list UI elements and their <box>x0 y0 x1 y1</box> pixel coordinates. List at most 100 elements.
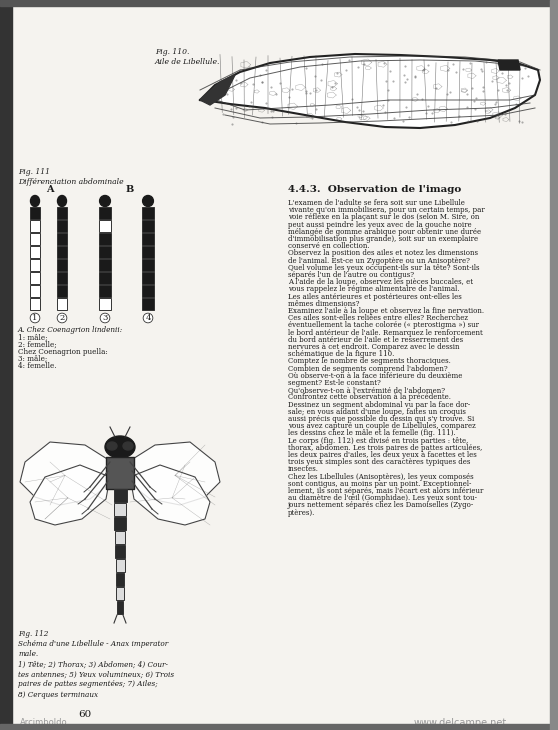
Bar <box>99 298 111 310</box>
Text: Chez les Libellules (Anisoptères), les yeux composés: Chez les Libellules (Anisoptères), les y… <box>288 472 474 480</box>
Ellipse shape <box>107 442 117 450</box>
Text: A. Chez Coenagrion lindenii:: A. Chez Coenagrion lindenii: <box>18 326 123 334</box>
Bar <box>142 207 154 219</box>
Bar <box>30 272 40 284</box>
Bar <box>57 246 67 258</box>
Text: au diamètre de l'œil (Gomphidae). Les yeux sont tou-: au diamètre de l'œil (Gomphidae). Les ye… <box>288 494 477 502</box>
Bar <box>550 0 558 730</box>
Bar <box>30 233 40 245</box>
Bar <box>99 246 111 258</box>
Bar <box>142 285 154 297</box>
Text: Qu'observe-t-on à l'extrémité de l'abdomen?: Qu'observe-t-on à l'extrémité de l'abdom… <box>288 386 445 394</box>
Text: 2: femelle;: 2: femelle; <box>18 341 57 349</box>
Bar <box>115 531 126 544</box>
Bar <box>142 298 154 310</box>
Polygon shape <box>498 60 520 70</box>
Text: schématique de la figure 110.: schématique de la figure 110. <box>288 350 395 358</box>
Bar <box>57 259 67 271</box>
Text: Chez Coenagrion puella:: Chez Coenagrion puella: <box>18 348 108 356</box>
Bar <box>116 573 124 586</box>
Text: thorax, abdomen. Les trois paires de pattes articulées,: thorax, abdomen. Les trois paires de pat… <box>288 444 482 452</box>
Bar <box>99 207 111 219</box>
Polygon shape <box>20 442 112 505</box>
Bar <box>57 233 67 245</box>
Text: Dessinez un segment abdominal vu par la face dor-: Dessinez un segment abdominal vu par la … <box>288 401 470 409</box>
Bar <box>0 0 558 6</box>
Bar <box>57 298 67 310</box>
Text: 3: 3 <box>102 314 108 322</box>
Text: du bord antérieur de l'aile et le resserrement des: du bord antérieur de l'aile et le resser… <box>288 336 463 344</box>
Text: vous avez capturé un couple de Libellules, comparez: vous avez capturé un couple de Libellule… <box>288 422 476 430</box>
Text: trois yeux simples sont des caractères typiques des: trois yeux simples sont des caractères t… <box>288 458 470 466</box>
Bar <box>30 246 40 258</box>
Text: 2: 2 <box>59 314 65 322</box>
Text: Fig. 111
Différenciation abdominale: Fig. 111 Différenciation abdominale <box>18 168 124 186</box>
Text: Arcimboldo: Arcimboldo <box>20 718 68 727</box>
Bar <box>99 259 111 271</box>
Text: 4: femelle.: 4: femelle. <box>18 362 56 370</box>
Text: Où observe-t-on à la face inférieure du deuxième: Où observe-t-on à la face inférieure du … <box>288 372 463 380</box>
Bar <box>99 220 111 232</box>
Text: 4: 4 <box>145 314 151 322</box>
Ellipse shape <box>31 196 40 207</box>
Bar <box>30 285 40 297</box>
Text: mélangée de gomme arabique pour obtenir une durée: mélangée de gomme arabique pour obtenir … <box>288 228 481 236</box>
Ellipse shape <box>105 436 135 458</box>
Bar <box>142 246 154 258</box>
Text: Combien de segments comprend l'abdomen?: Combien de segments comprend l'abdomen? <box>288 364 448 372</box>
Text: Le corps (fig. 112) est divisé en trois parties : tête,: Le corps (fig. 112) est divisé en trois … <box>288 437 468 445</box>
Bar <box>0 0 12 730</box>
Ellipse shape <box>57 196 66 207</box>
Text: www.delcampe.net: www.delcampe.net <box>413 718 507 728</box>
Text: Comptez le nombre de segments thoraciques.: Comptez le nombre de segments thoracique… <box>288 358 451 366</box>
Bar <box>99 233 111 245</box>
Text: Examinez l'aile à la loupe et observez la fine nervation.: Examinez l'aile à la loupe et observez l… <box>288 307 484 315</box>
Text: éventuellement la tache colorée (« pterostigma ») sur: éventuellement la tache colorée (« ptero… <box>288 321 479 329</box>
Text: les deux paires d'ailes, les deux yeux à facettes et les: les deux paires d'ailes, les deux yeux à… <box>288 451 477 459</box>
Text: peut aussi peindre les yeux avec de la gouche noire: peut aussi peindre les yeux avec de la g… <box>288 220 472 228</box>
Bar <box>113 489 127 502</box>
Text: de l'animal. Est-ce un Zygoptère ou un Anisoptère?: de l'animal. Est-ce un Zygoptère ou un A… <box>288 257 470 264</box>
Bar <box>106 457 134 489</box>
Polygon shape <box>30 465 110 525</box>
Text: 1: 1 <box>32 314 38 322</box>
Text: Fig. 112
Schéma d'une Libellule - Anax imperator
male.
1) Tête; 2) Thorax; 3) Ab: Fig. 112 Schéma d'une Libellule - Anax i… <box>18 630 174 699</box>
Ellipse shape <box>123 442 133 450</box>
Text: les dessins chez le mâle et la femelle (fig. 111).: les dessins chez le mâle et la femelle (… <box>288 429 456 437</box>
Text: nervures à cet endroit. Comparez avec le dessin: nervures à cet endroit. Comparez avec le… <box>288 343 459 351</box>
Text: Confrontez cette observation à la précédente.: Confrontez cette observation à la précéd… <box>288 393 451 402</box>
Bar <box>114 517 126 530</box>
Text: A l'aide de la loupe, observez les pièces buccales, et: A l'aide de la loupe, observez les pièce… <box>288 278 473 286</box>
Ellipse shape <box>143 196 153 207</box>
Text: ptères).: ptères). <box>288 509 315 517</box>
Bar <box>30 259 40 271</box>
Bar <box>114 503 126 516</box>
Bar <box>115 545 125 558</box>
Text: sont contigus, au moins par un point. Exceptionnel-: sont contigus, au moins par un point. Ex… <box>288 480 472 488</box>
Text: conservé en collection.: conservé en collection. <box>288 242 369 250</box>
Bar <box>142 233 154 245</box>
Text: lement, ils sont séparés, mais l'écart est alors inférieur: lement, ils sont séparés, mais l'écart e… <box>288 487 483 495</box>
Polygon shape <box>200 54 540 128</box>
Polygon shape <box>128 442 220 505</box>
Ellipse shape <box>99 196 110 207</box>
Text: voie réflexe en la plaçant sur le dos (selon M. Sire, on: voie réflexe en la plaçant sur le dos (s… <box>288 213 479 221</box>
Text: Fig. 110.
Aile de Libellule.: Fig. 110. Aile de Libellule. <box>155 48 220 66</box>
Bar <box>57 272 67 284</box>
Bar <box>99 285 111 297</box>
Bar <box>117 601 123 614</box>
Text: Observez la position des ailes et notez les dimensions: Observez la position des ailes et notez … <box>288 250 478 258</box>
Text: vivante qu'on immobilisera, pour un certain temps, par: vivante qu'on immobilisera, pour un cert… <box>288 206 485 214</box>
Text: Quel volume les yeux occupent-ils sur la tête? Sont-ils: Quel volume les yeux occupent-ils sur la… <box>288 264 479 272</box>
Bar <box>30 298 40 310</box>
Polygon shape <box>130 465 210 525</box>
Text: d'immobilisation plus grande), soit sur un exemplaire: d'immobilisation plus grande), soit sur … <box>288 235 478 243</box>
Text: Les ailes antérieures et postérieures ont-elles les: Les ailes antérieures et postérieures on… <box>288 293 462 301</box>
Text: 60: 60 <box>78 710 92 719</box>
Text: insectes.: insectes. <box>288 466 319 473</box>
Bar <box>0 724 558 730</box>
Bar <box>57 207 67 219</box>
Text: A: A <box>46 185 54 194</box>
Bar <box>99 272 111 284</box>
Bar <box>142 272 154 284</box>
